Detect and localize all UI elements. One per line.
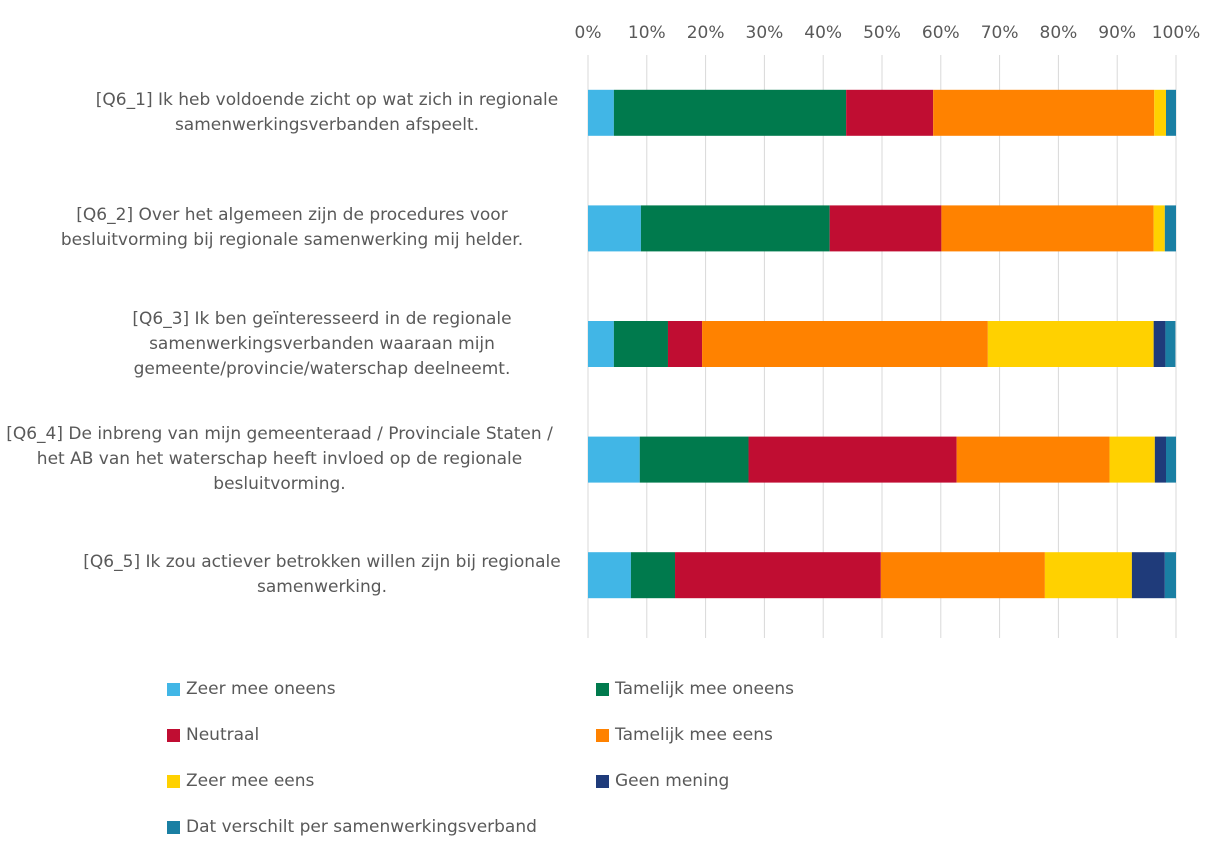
bar-segment (1044, 552, 1132, 599)
bar-segment (613, 89, 847, 136)
x-tick-label: 100% (1152, 23, 1201, 43)
category-label: [Q6_5] Ik zou actiever betrokken willen … (83, 552, 561, 598)
x-tick-label: 50% (863, 23, 901, 43)
x-tick-label: 40% (804, 23, 842, 43)
bar-segment (1154, 436, 1167, 483)
legend-label: Geen mening (615, 771, 730, 791)
legend-label: Tamelijk mee oneens (615, 679, 795, 699)
bar-segment (1164, 205, 1176, 252)
x-tick-label: 70% (981, 23, 1019, 43)
x-tick-label: 10% (628, 23, 666, 43)
legend-swatch (596, 774, 609, 788)
bar-segment (640, 205, 830, 252)
legend-swatch (167, 820, 180, 834)
bar-segment (933, 89, 1155, 136)
legend-label: Dat verschilt per samenwerkingsverband (186, 817, 537, 837)
x-tick-label: 80% (1040, 23, 1078, 43)
bar-segment (829, 205, 942, 252)
legend-swatch (596, 682, 609, 696)
category-label: [Q6_4] De inbreng van mijn gemeenteraad … (6, 424, 553, 495)
legend-item: Tamelijk mee eens (596, 722, 773, 748)
bar-segment (667, 321, 703, 367)
bar-segment (588, 552, 631, 599)
bar-segment (1165, 321, 1176, 367)
x-tick-label: 0% (575, 23, 602, 43)
bar-segment (1131, 552, 1165, 599)
bar-segment (987, 321, 1154, 367)
bar-segment (1153, 205, 1165, 252)
bar-segment (846, 89, 934, 136)
legend-item: Neutraal (167, 722, 259, 748)
legend-label: Neutraal (186, 725, 260, 745)
legend-swatch (596, 728, 609, 742)
bar-segment (956, 436, 1110, 483)
bar-segment (748, 436, 957, 483)
legend-item: Zeer mee oneens (167, 676, 336, 702)
bar-segment (613, 321, 668, 367)
bar-segment (588, 321, 614, 367)
legend-item: Tamelijk mee oneens (596, 676, 794, 702)
bar-segment (1154, 89, 1167, 136)
bar-segment (702, 321, 988, 367)
legend-item: Dat verschilt per samenwerkingsverband (167, 814, 537, 840)
legend-swatch (167, 774, 180, 788)
bar-segment (1166, 89, 1176, 136)
bar-segment (675, 552, 881, 599)
category-label: [Q6_3] Ik ben geïnteresseerd in de regio… (132, 308, 512, 379)
bar-segment (1164, 552, 1176, 599)
legend-label: Tamelijk mee eens (615, 725, 773, 745)
legend-item: Zeer mee eens (167, 768, 314, 794)
legend-label: Zeer mee eens (186, 771, 315, 791)
bar-segment (1153, 321, 1166, 367)
bar-segment (639, 436, 749, 483)
legend-item: Geen mening (596, 768, 729, 794)
bar-segment (588, 436, 640, 483)
bar-segment (1166, 436, 1176, 483)
bar-segment (588, 89, 614, 136)
bar-segment (1109, 436, 1155, 483)
bar-segment (941, 205, 1154, 252)
category-label: [Q6_2] Over het algemeen zijn de procedu… (60, 205, 524, 251)
x-tick-label: 60% (922, 23, 960, 43)
x-tick-label: 20% (687, 23, 725, 43)
x-tick-label: 90% (1098, 23, 1136, 43)
x-tick-label: 30% (746, 23, 784, 43)
bar-segment (630, 552, 676, 599)
bar-segment (880, 552, 1045, 599)
legend-swatch (167, 728, 180, 742)
legend-swatch (167, 682, 180, 696)
bar-segment (588, 205, 641, 252)
category-label: [Q6_1] Ik heb voldoende zicht op wat zic… (95, 89, 559, 135)
legend-label: Zeer mee oneens (186, 679, 336, 699)
